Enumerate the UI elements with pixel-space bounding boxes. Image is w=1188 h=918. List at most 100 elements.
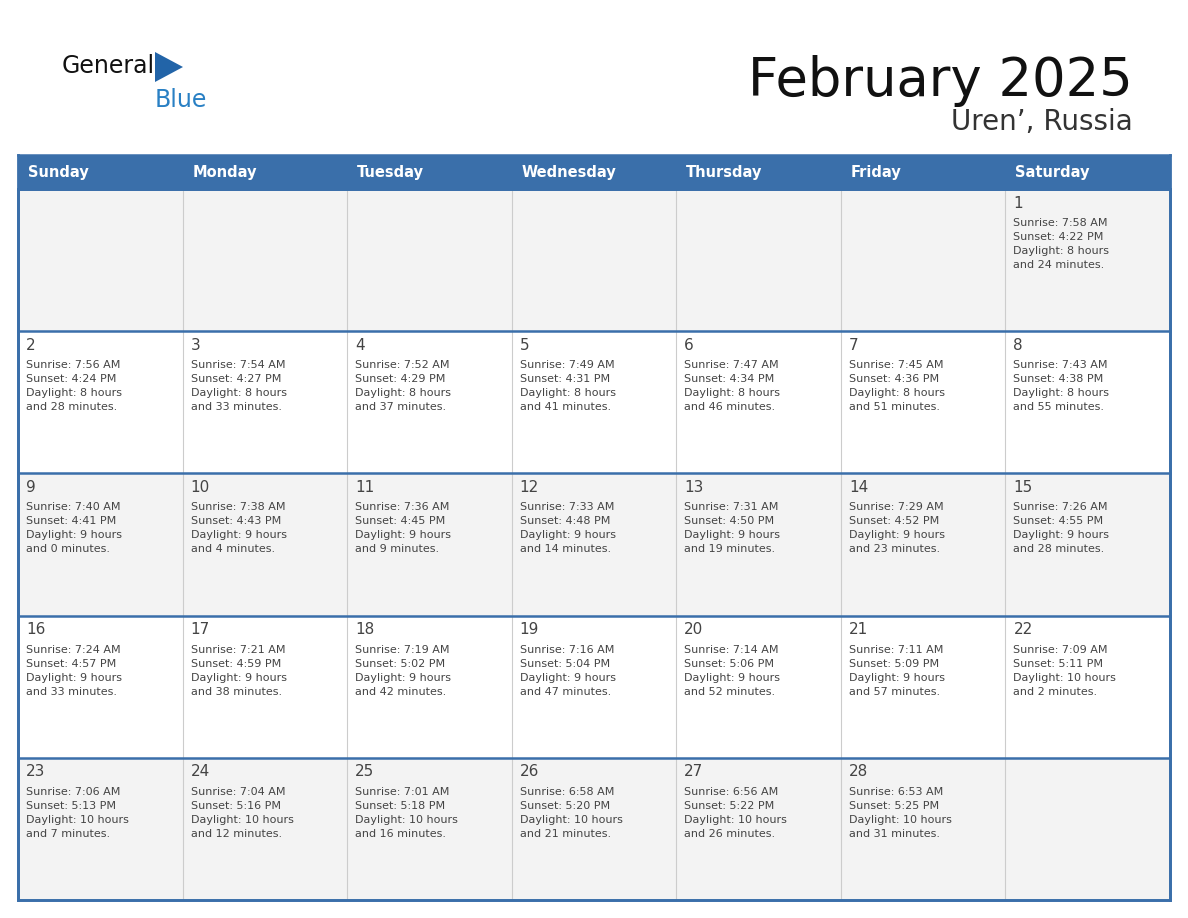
Text: Uren’, Russia: Uren’, Russia [952, 108, 1133, 136]
Text: and 47 minutes.: and 47 minutes. [519, 687, 611, 697]
Polygon shape [154, 52, 183, 82]
Text: Daylight: 9 hours: Daylight: 9 hours [519, 531, 615, 541]
Text: Daylight: 9 hours: Daylight: 9 hours [849, 673, 944, 683]
Text: 20: 20 [684, 622, 703, 637]
Text: 5: 5 [519, 338, 530, 353]
Text: Sunset: 5:09 PM: Sunset: 5:09 PM [849, 658, 939, 668]
Text: Daylight: 8 hours: Daylight: 8 hours [849, 388, 944, 398]
Text: Daylight: 9 hours: Daylight: 9 hours [26, 531, 122, 541]
Text: Sunrise: 7:31 AM: Sunrise: 7:31 AM [684, 502, 778, 512]
Text: Sunset: 5:06 PM: Sunset: 5:06 PM [684, 658, 775, 668]
Text: and 7 minutes.: and 7 minutes. [26, 829, 110, 839]
Text: Saturday: Saturday [1016, 164, 1089, 180]
Text: 10: 10 [190, 480, 210, 495]
Text: Sunrise: 7:33 AM: Sunrise: 7:33 AM [519, 502, 614, 512]
Text: Sunrise: 7:52 AM: Sunrise: 7:52 AM [355, 360, 449, 370]
Text: Sunset: 4:29 PM: Sunset: 4:29 PM [355, 375, 446, 385]
Text: Daylight: 9 hours: Daylight: 9 hours [684, 531, 781, 541]
Text: Sunrise: 7:24 AM: Sunrise: 7:24 AM [26, 644, 121, 655]
Text: Sunrise: 7:38 AM: Sunrise: 7:38 AM [190, 502, 285, 512]
Text: and 28 minutes.: and 28 minutes. [26, 402, 118, 412]
Text: Sunrise: 7:45 AM: Sunrise: 7:45 AM [849, 360, 943, 370]
Text: 23: 23 [26, 765, 45, 779]
Text: Sunrise: 7:56 AM: Sunrise: 7:56 AM [26, 360, 120, 370]
Text: Daylight: 8 hours: Daylight: 8 hours [1013, 388, 1110, 398]
Text: 15: 15 [1013, 480, 1032, 495]
Text: Sunset: 5:02 PM: Sunset: 5:02 PM [355, 658, 446, 668]
Text: and 33 minutes.: and 33 minutes. [190, 402, 282, 412]
Text: 3: 3 [190, 338, 201, 353]
Text: Daylight: 8 hours: Daylight: 8 hours [1013, 246, 1110, 256]
Text: Sunrise: 7:49 AM: Sunrise: 7:49 AM [519, 360, 614, 370]
Text: Daylight: 9 hours: Daylight: 9 hours [684, 673, 781, 683]
Text: 11: 11 [355, 480, 374, 495]
Text: Sunrise: 7:29 AM: Sunrise: 7:29 AM [849, 502, 943, 512]
Text: 28: 28 [849, 765, 868, 779]
Text: and 46 minutes.: and 46 minutes. [684, 402, 776, 412]
Text: and 16 minutes.: and 16 minutes. [355, 829, 447, 839]
Text: and 21 minutes.: and 21 minutes. [519, 829, 611, 839]
Text: 24: 24 [190, 765, 210, 779]
Text: Daylight: 8 hours: Daylight: 8 hours [355, 388, 451, 398]
Text: Daylight: 10 hours: Daylight: 10 hours [1013, 673, 1117, 683]
Text: Sunrise: 6:56 AM: Sunrise: 6:56 AM [684, 787, 778, 797]
Text: Daylight: 10 hours: Daylight: 10 hours [26, 815, 128, 824]
Text: Sunset: 4:52 PM: Sunset: 4:52 PM [849, 517, 939, 526]
Text: Sunset: 4:57 PM: Sunset: 4:57 PM [26, 658, 116, 668]
Text: Daylight: 9 hours: Daylight: 9 hours [849, 531, 944, 541]
Bar [18, 474, 1170, 616]
Text: Sunrise: 7:09 AM: Sunrise: 7:09 AM [1013, 644, 1108, 655]
Text: and 9 minutes.: and 9 minutes. [355, 544, 440, 554]
Text: Wednesday: Wednesday [522, 164, 617, 180]
Text: Sunset: 4:24 PM: Sunset: 4:24 PM [26, 375, 116, 385]
Text: 9: 9 [26, 480, 36, 495]
Text: Daylight: 10 hours: Daylight: 10 hours [849, 815, 952, 824]
Text: and 52 minutes.: and 52 minutes. [684, 687, 776, 697]
Text: Sunrise: 7:40 AM: Sunrise: 7:40 AM [26, 502, 120, 512]
Text: February 2025: February 2025 [748, 55, 1133, 107]
Text: General: General [62, 54, 156, 78]
Text: 6: 6 [684, 338, 694, 353]
Text: Daylight: 9 hours: Daylight: 9 hours [355, 531, 451, 541]
Text: Sunset: 4:59 PM: Sunset: 4:59 PM [190, 658, 280, 668]
Text: 2: 2 [26, 338, 36, 353]
Text: 22: 22 [1013, 622, 1032, 637]
Text: Sunrise: 7:26 AM: Sunrise: 7:26 AM [1013, 502, 1108, 512]
Text: 4: 4 [355, 338, 365, 353]
Text: and 38 minutes.: and 38 minutes. [190, 687, 282, 697]
Text: Sunrise: 7:21 AM: Sunrise: 7:21 AM [190, 644, 285, 655]
Text: Monday: Monday [192, 164, 257, 180]
Text: Sunset: 4:38 PM: Sunset: 4:38 PM [1013, 375, 1104, 385]
Text: 19: 19 [519, 622, 539, 637]
Text: Daylight: 9 hours: Daylight: 9 hours [26, 673, 122, 683]
Text: Sunrise: 6:58 AM: Sunrise: 6:58 AM [519, 787, 614, 797]
Text: 21: 21 [849, 622, 868, 637]
Text: and 26 minutes.: and 26 minutes. [684, 829, 776, 839]
Text: and 0 minutes.: and 0 minutes. [26, 544, 110, 554]
Text: Sunrise: 7:43 AM: Sunrise: 7:43 AM [1013, 360, 1108, 370]
Text: and 28 minutes.: and 28 minutes. [1013, 544, 1105, 554]
Text: Sunrise: 6:53 AM: Sunrise: 6:53 AM [849, 787, 943, 797]
Text: Sunrise: 7:54 AM: Sunrise: 7:54 AM [190, 360, 285, 370]
Text: 25: 25 [355, 765, 374, 779]
Text: Daylight: 9 hours: Daylight: 9 hours [190, 531, 286, 541]
Text: 27: 27 [684, 765, 703, 779]
Text: and 51 minutes.: and 51 minutes. [849, 402, 940, 412]
Bar [18, 189, 1170, 331]
Text: and 23 minutes.: and 23 minutes. [849, 544, 940, 554]
Text: Friday: Friday [851, 164, 902, 180]
Text: 18: 18 [355, 622, 374, 637]
Text: Daylight: 8 hours: Daylight: 8 hours [190, 388, 286, 398]
Text: Sunset: 4:48 PM: Sunset: 4:48 PM [519, 517, 611, 526]
Text: Daylight: 10 hours: Daylight: 10 hours [355, 815, 459, 824]
Text: and 57 minutes.: and 57 minutes. [849, 687, 940, 697]
Text: 12: 12 [519, 480, 539, 495]
Text: and 42 minutes.: and 42 minutes. [355, 687, 447, 697]
Text: Blue: Blue [154, 88, 208, 112]
Text: Sunset: 4:43 PM: Sunset: 4:43 PM [190, 517, 280, 526]
Text: Sunset: 4:41 PM: Sunset: 4:41 PM [26, 517, 116, 526]
Text: 8: 8 [1013, 338, 1023, 353]
Text: Sunset: 5:22 PM: Sunset: 5:22 PM [684, 800, 775, 811]
Bar [18, 331, 1170, 474]
Text: Sunrise: 7:04 AM: Sunrise: 7:04 AM [190, 787, 285, 797]
